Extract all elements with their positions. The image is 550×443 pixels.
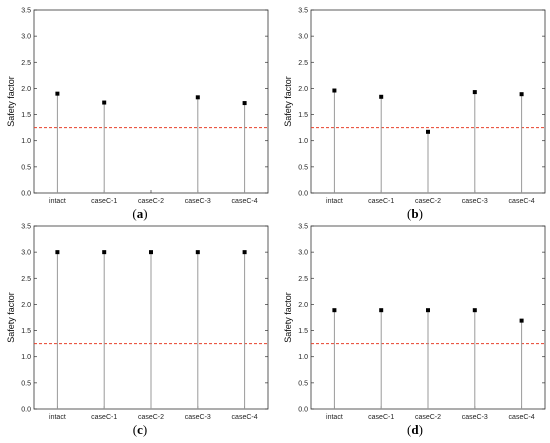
y-axis-title: Safety factor	[6, 76, 16, 127]
panel-label: (c)	[133, 422, 147, 437]
x-tick-label: caseC-1	[91, 198, 117, 205]
data-point	[472, 90, 477, 95]
y-tick-label: 0.0	[298, 407, 308, 414]
x-tick-label: caseC-3	[462, 198, 488, 205]
data-point	[242, 250, 247, 255]
x-tick-label: caseC-4	[232, 414, 258, 421]
y-tick-label: 2.5	[21, 276, 31, 283]
y-tick-label: 3.0	[21, 250, 31, 257]
chart-panel-b: 0.0 0.5 1.0 1.5 2.0 2.5 3.0 3.5 Safety factor int…	[283, 8, 546, 221]
data-point	[242, 101, 247, 106]
y-tick-label: 1.0	[298, 354, 308, 361]
y-tick-label: 0.0	[298, 191, 308, 198]
panel-label: (a)	[132, 206, 147, 221]
x-tick-label: intact	[326, 414, 343, 421]
x-tick-label: caseC-2	[415, 198, 441, 205]
y-tick-label: 0.5	[298, 380, 308, 387]
chart-panel-d: 0.0 0.5 1.0 1.5 2.0 2.5 3.0 3.5 Safety factor int…	[283, 224, 546, 437]
plot-frame	[33, 9, 269, 194]
x-tick-label: intact	[326, 198, 343, 205]
y-tick-label: 1.0	[298, 138, 308, 145]
y-tick-label: 3.5	[298, 8, 308, 15]
panel-label: (d)	[407, 422, 423, 437]
y-tick-label: 2.0	[21, 86, 31, 93]
x-tick-label: caseC-4	[232, 198, 258, 205]
data-point	[102, 100, 107, 105]
data-point	[149, 250, 153, 255]
chart-panel-a: 0.0 0.5 1.0 1.5 2.0 2.5 3.0 3.5 Safety factor int…	[6, 8, 269, 221]
y-tick-label: 0.0	[21, 407, 31, 414]
y-tick-label: 2.5	[298, 60, 308, 67]
y-tick-label: 3.0	[298, 250, 308, 257]
x-tick-label: caseC-1	[91, 414, 117, 421]
y-tick-label: 3.5	[21, 224, 31, 231]
y-tick-label: 0.5	[21, 164, 31, 171]
data-point	[332, 88, 337, 93]
panel-label: (b)	[407, 206, 423, 221]
x-tick-label: caseC-1	[368, 198, 394, 205]
x-tick-label: caseC-3	[185, 414, 211, 421]
y-tick-label: 2.0	[21, 302, 31, 309]
data-point	[195, 250, 200, 255]
y-tick-label: 2.0	[298, 302, 308, 309]
y-axis-title: Safety factor	[283, 76, 293, 127]
x-tick-label: intact	[49, 414, 66, 421]
data-point	[472, 308, 477, 313]
data-point	[426, 308, 430, 313]
chart-panel-c: 0.0 0.5 1.0 1.5 2.0 2.5 3.0 3.5 Safety factor int…	[6, 224, 269, 437]
y-tick-label: 3.5	[298, 224, 308, 231]
data-point	[519, 92, 524, 97]
y-tick-label: 3.0	[21, 34, 31, 41]
y-tick-label: 1.0	[21, 354, 31, 361]
x-tick-label: caseC-3	[185, 198, 211, 205]
x-tick-label: caseC-1	[368, 414, 394, 421]
x-tick-label: caseC-3	[462, 414, 488, 421]
data-point	[195, 95, 200, 100]
data-point	[102, 250, 107, 255]
y-tick-label: 1.0	[21, 138, 31, 145]
y-tick-label: 1.5	[21, 112, 31, 119]
x-tick-label: intact	[49, 198, 66, 205]
y-tick-label: 0.5	[21, 380, 31, 387]
y-tick-label: 3.5	[21, 8, 31, 15]
data-point	[426, 129, 430, 134]
y-tick-label: 1.5	[298, 328, 308, 335]
x-tick-label: caseC-2	[138, 198, 164, 205]
y-tick-label: 2.5	[21, 60, 31, 67]
y-tick-label: 0.5	[298, 164, 308, 171]
x-tick-label: caseC-4	[509, 414, 535, 421]
y-tick-label: 2.5	[298, 276, 308, 283]
y-axis-title: Safety factor	[6, 292, 16, 343]
y-tick-label: 3.0	[298, 34, 308, 41]
y-tick-label: 0.0	[21, 191, 31, 198]
data-point	[55, 91, 60, 96]
data-point	[379, 94, 384, 99]
x-tick-label: caseC-2	[138, 414, 164, 421]
x-tick-label: caseC-4	[509, 198, 535, 205]
y-axis-title: Safety factor	[283, 292, 293, 343]
data-point	[519, 318, 524, 323]
x-tick-label: caseC-2	[415, 414, 441, 421]
data-point	[55, 250, 60, 255]
y-tick-label: 1.5	[21, 328, 31, 335]
data-point	[379, 308, 384, 313]
y-tick-label: 2.0	[298, 86, 308, 93]
data-point	[332, 308, 337, 313]
y-tick-label: 1.5	[298, 112, 308, 119]
